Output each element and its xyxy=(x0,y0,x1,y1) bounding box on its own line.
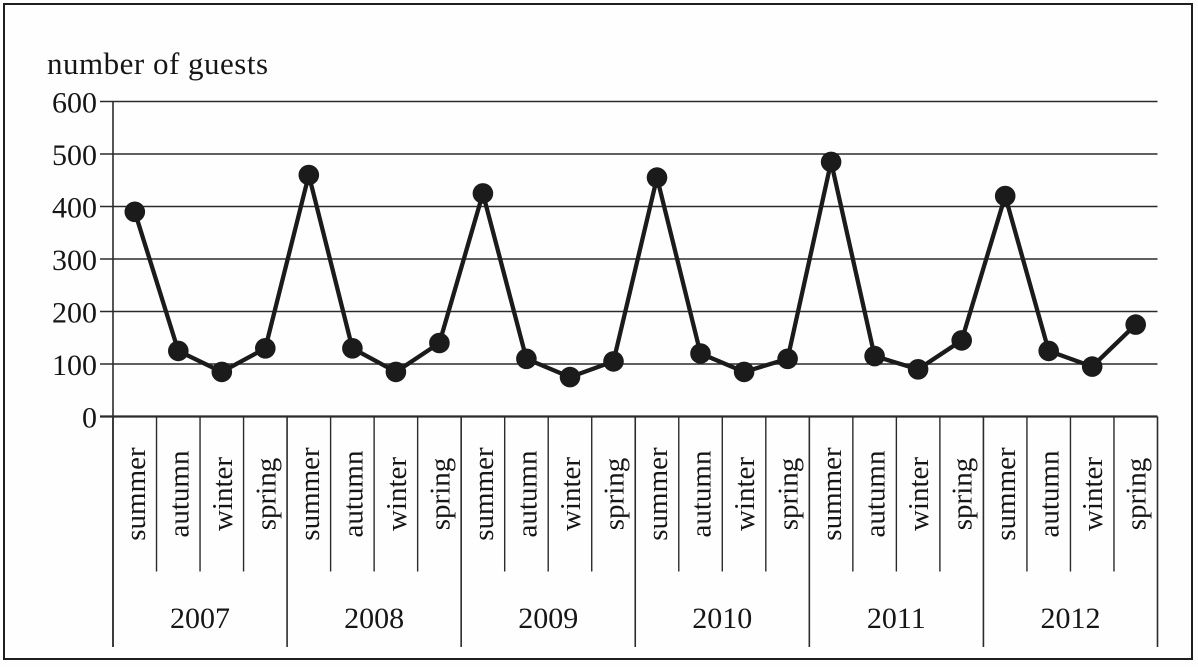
data-point xyxy=(559,366,581,388)
season-label: winter xyxy=(903,457,935,531)
year-label: 2008 xyxy=(344,602,404,635)
season-label: summer xyxy=(642,447,674,541)
season-label: autumn xyxy=(860,450,892,537)
season-label: spring xyxy=(250,458,282,531)
season-label: spring xyxy=(947,458,979,531)
data-point xyxy=(472,183,494,204)
category-separators xyxy=(112,416,1159,647)
year-labels: 2007 2008 2009 2010 2011 2012 xyxy=(170,602,1100,635)
data-point xyxy=(1081,356,1103,377)
season-label: winter xyxy=(381,457,413,531)
y-tick-label: 0 xyxy=(82,402,97,435)
season-label: spring xyxy=(424,458,456,531)
season-label: spring xyxy=(598,458,630,531)
y-tick-label: 500 xyxy=(52,139,97,172)
data-point xyxy=(1125,314,1146,335)
season-label: autumn xyxy=(163,450,195,537)
data-point xyxy=(733,361,755,383)
data-point xyxy=(646,167,668,188)
season-label: autumn xyxy=(337,450,369,537)
season-label: autumn xyxy=(511,450,543,537)
season-label: summer xyxy=(120,447,152,541)
season-label: summer xyxy=(990,447,1022,541)
data-point xyxy=(342,338,363,359)
y-tick-label: 200 xyxy=(52,297,97,330)
data-point xyxy=(124,201,146,223)
data-line xyxy=(132,159,1138,380)
data-point xyxy=(690,343,711,364)
season-label: summer xyxy=(816,447,848,541)
season-labels: summer autumn winter spring summer autumn wint… xyxy=(120,447,1153,541)
gridlines xyxy=(100,100,1158,418)
data-point xyxy=(298,164,320,186)
data-point xyxy=(603,351,624,372)
year-label: 2010 xyxy=(692,602,752,635)
data-point xyxy=(907,359,929,380)
season-label: winter xyxy=(1077,457,1109,531)
season-label: summer xyxy=(468,447,500,541)
data-point xyxy=(777,348,798,370)
season-label: winter xyxy=(207,457,239,531)
data-point xyxy=(864,345,885,367)
data-point xyxy=(385,361,407,383)
data-points xyxy=(124,151,1146,388)
data-point xyxy=(168,340,189,362)
chart-border xyxy=(3,3,1193,660)
data-point xyxy=(429,332,450,354)
y-tick-label: 400 xyxy=(52,192,97,225)
data-point xyxy=(1038,340,1059,362)
chart-title: number of guests xyxy=(47,46,269,81)
data-point xyxy=(211,361,233,383)
season-label: winter xyxy=(729,457,761,531)
data-point xyxy=(254,338,276,359)
year-label: 2012 xyxy=(1040,602,1100,635)
y-axis-labels: 600 500 400 300 200 100 0 xyxy=(52,87,97,435)
season-label: autumn xyxy=(686,450,718,537)
season-label: summer xyxy=(294,447,326,541)
y-tick-label: 300 xyxy=(52,244,97,277)
season-label: spring xyxy=(773,458,805,531)
year-label: 2009 xyxy=(518,602,578,635)
y-tick-label: 100 xyxy=(52,349,97,382)
season-label: spring xyxy=(1121,458,1153,531)
y-tick-label: 600 xyxy=(52,87,97,120)
data-point xyxy=(994,185,1016,207)
year-label: 2007 xyxy=(170,602,230,635)
data-point xyxy=(820,151,842,173)
year-label: 2011 xyxy=(867,602,926,635)
season-label: winter xyxy=(555,457,587,531)
season-label: autumn xyxy=(1034,450,1066,537)
data-point xyxy=(951,330,972,351)
data-point xyxy=(516,348,537,370)
